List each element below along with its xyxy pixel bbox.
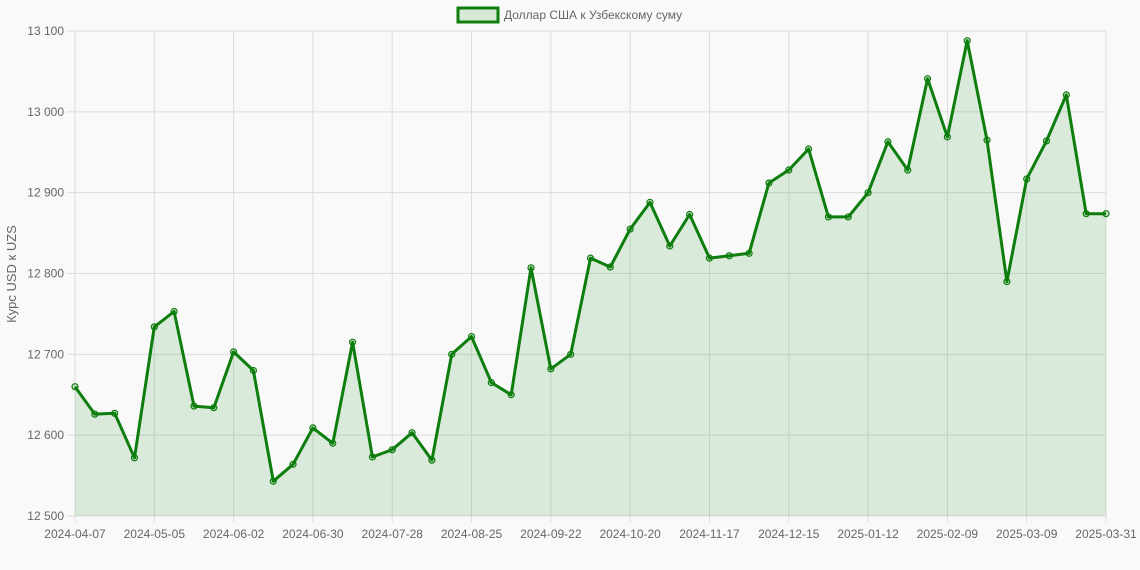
data-point[interactable]	[943, 133, 951, 141]
data-point[interactable]	[210, 404, 218, 412]
x-tick-label: 2024-07-28	[362, 527, 424, 541]
data-point[interactable]	[408, 429, 416, 437]
data-point[interactable]	[448, 350, 456, 358]
data-point[interactable]	[329, 439, 337, 447]
x-tick-label: 2024-09-22	[520, 527, 582, 541]
data-point[interactable]	[1062, 91, 1070, 99]
data-point[interactable]	[785, 166, 793, 174]
x-tick-label: 2024-06-30	[282, 527, 344, 541]
y-tick-label: 12 900	[27, 186, 64, 200]
y-axis-title: Курс USD к UZS	[4, 225, 19, 323]
data-point[interactable]	[923, 75, 932, 83]
data-point[interactable]	[586, 254, 595, 262]
data-point[interactable]	[309, 424, 317, 432]
data-point[interactable]	[111, 409, 119, 417]
data-point[interactable]	[348, 338, 357, 346]
data-point[interactable]	[527, 264, 535, 272]
data-point[interactable]	[230, 348, 238, 356]
data-point[interactable]	[765, 179, 773, 187]
y-axis-ticks: 12 500 12 600 12 700 12 800 12 900 13 000 13 1…	[27, 24, 64, 523]
data-point[interactable]	[487, 379, 495, 387]
data-point[interactable]	[686, 210, 694, 219]
y-tick-label: 13 000	[27, 105, 64, 119]
data-point[interactable]	[1042, 137, 1051, 145]
data-point[interactable]	[1102, 210, 1110, 218]
x-tick-label: 2024-11-17	[679, 527, 740, 541]
data-point[interactable]	[368, 453, 377, 461]
data-point[interactable]	[864, 189, 872, 197]
data-point[interactable]	[963, 37, 971, 45]
data-point[interactable]	[606, 263, 614, 271]
data-point[interactable]	[130, 454, 139, 462]
data-line	[73, 39, 1106, 483]
x-tick-label: 2025-03-31	[1075, 527, 1137, 541]
x-tick-label: 2025-01-12	[837, 527, 899, 541]
data-point[interactable]	[626, 225, 634, 233]
data-point[interactable]	[467, 332, 476, 341]
data-point[interactable]	[71, 383, 79, 391]
data-point[interactable]	[428, 456, 436, 464]
data-point[interactable]	[289, 460, 297, 468]
data-point[interactable]	[884, 138, 892, 146]
data-point[interactable]	[804, 145, 813, 153]
data-point[interactable]	[824, 213, 833, 221]
chart-legend[interactable]: Доллар США к Узбекскому суму	[456, 6, 682, 24]
data-point[interactable]	[547, 365, 555, 373]
x-tick-label: 2024-12-15	[758, 527, 820, 541]
area-fill	[75, 40, 1106, 516]
data-points	[71, 37, 1110, 485]
x-tick-label: 2024-04-07	[44, 527, 106, 541]
data-point[interactable]	[1023, 175, 1031, 183]
y-tick-label: 12 800	[27, 267, 64, 281]
legend-label[interactable]: Доллар США к Узбекскому суму	[504, 8, 682, 22]
data-point[interactable]	[1082, 210, 1090, 218]
y-tick-label: 12 600	[27, 428, 64, 442]
x-axis-ticks: 2024-04-07 2024-05-05 2024-06-02 2024-06-30…	[44, 527, 1137, 541]
x-tick-label: 2024-06-02	[203, 527, 265, 541]
data-point[interactable]	[249, 366, 258, 375]
x-tick-label: 2024-10-20	[599, 527, 661, 541]
data-point[interactable]	[844, 213, 852, 221]
x-tick-label: 2024-08-25	[441, 527, 503, 541]
data-point[interactable]	[388, 446, 396, 454]
data-point[interactable]	[190, 402, 198, 410]
y-tick-label: 12 700	[27, 347, 64, 361]
data-point[interactable]	[904, 166, 912, 174]
data-point[interactable]	[666, 242, 674, 250]
data-point[interactable]	[725, 252, 733, 260]
y-tick-label: 13 100	[27, 24, 64, 38]
data-point[interactable]	[705, 254, 714, 262]
data-point[interactable]	[745, 249, 753, 257]
x-tick-label: 2025-03-09	[996, 527, 1058, 541]
data-point[interactable]	[1003, 277, 1011, 286]
x-tick-label: 2025-02-09	[917, 527, 979, 541]
data-point[interactable]	[507, 391, 515, 399]
data-point[interactable]	[150, 323, 158, 331]
data-point[interactable]	[983, 136, 991, 144]
data-point[interactable]	[646, 198, 654, 206]
data-point[interactable]	[170, 307, 178, 316]
legend-swatch[interactable]	[456, 6, 500, 24]
data-point[interactable]	[567, 350, 575, 358]
data-point[interactable]	[269, 477, 277, 485]
grid-lines	[67, 30, 1107, 522]
x-tick-label: 2024-05-05	[124, 527, 186, 541]
data-point[interactable]	[91, 410, 99, 418]
y-tick-label: 12 500	[27, 509, 64, 523]
